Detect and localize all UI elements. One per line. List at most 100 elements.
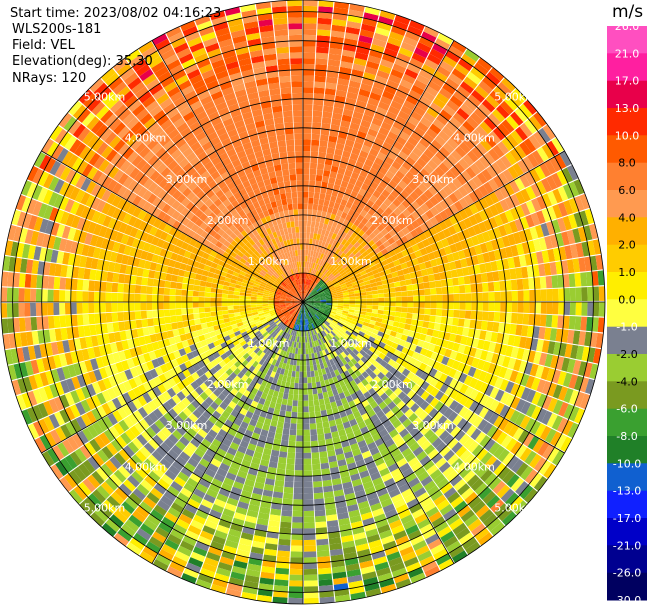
velocity-gate	[283, 493, 293, 500]
velocity-gate	[435, 316, 442, 323]
velocity-gate	[428, 274, 435, 281]
velocity-gate	[465, 293, 471, 301]
velocity-gate	[304, 569, 317, 575]
velocity-gate	[378, 306, 384, 310]
velocity-gate	[146, 294, 152, 302]
velocity-gate	[459, 285, 466, 293]
velocity-gate	[310, 227, 314, 233]
velocity-gate	[304, 476, 313, 482]
velocity-gate	[292, 371, 296, 377]
velocity-gate	[500, 302, 506, 312]
velocity-gate	[541, 289, 547, 301]
velocity-gate	[315, 222, 320, 228]
velocity-gate	[296, 366, 300, 372]
velocity-gate	[310, 365, 314, 371]
velocity-gate	[295, 464, 303, 470]
velocity-gate	[222, 298, 228, 302]
velocity-gate	[317, 29, 331, 36]
velocity-gate	[257, 302, 263, 304]
velocity-gate	[383, 311, 389, 316]
velocity-gate	[384, 302, 390, 306]
velocity-gate	[303, 17, 317, 23]
velocity-gate	[309, 359, 313, 365]
velocity-gate	[288, 598, 303, 604]
velocity-gate	[88, 303, 94, 313]
velocity-gate	[312, 464, 321, 471]
velocity-gate	[378, 289, 384, 294]
velocity-gate	[303, 6, 317, 12]
velocity-gate	[278, 539, 290, 546]
velocity-gate	[405, 318, 412, 324]
velocity-gate	[393, 321, 400, 327]
velocity-gate	[275, 403, 282, 410]
velocity-gate	[338, 298, 344, 300]
velocity-gate	[300, 360, 303, 366]
velocity-gate	[210, 302, 216, 307]
velocity-gate	[304, 435, 311, 441]
velocity-gate	[308, 198, 313, 204]
velocity-gate	[216, 307, 222, 312]
velocity-gate	[303, 157, 310, 163]
velocity-gate	[170, 282, 177, 289]
velocity-gate	[314, 192, 320, 198]
velocity-gate	[175, 309, 181, 316]
velocity-gate	[275, 574, 289, 581]
velocity-gate	[322, 205, 328, 212]
velocity-gate	[303, 52, 315, 58]
velocity-gate	[313, 481, 322, 488]
velocity-gate	[564, 302, 570, 315]
velocity-gate	[53, 303, 59, 315]
velocity-gate	[402, 302, 408, 307]
velocity-gate	[303, 395, 308, 401]
velocity-gate	[312, 215, 317, 221]
velocity-gate	[117, 283, 124, 292]
velocity-gate	[77, 303, 83, 314]
velocity-gate	[233, 302, 239, 305]
velocity-gate	[318, 199, 324, 206]
velocity-gate	[234, 291, 240, 295]
velocity-gate	[390, 297, 396, 302]
velocity-gate	[294, 488, 303, 494]
velocity-gate	[164, 316, 171, 323]
velocity-gate	[239, 299, 245, 302]
velocity-gate	[7, 288, 13, 302]
velocity-gate	[304, 522, 315, 528]
velocity-gate	[171, 275, 178, 282]
velocity-gate	[284, 423, 291, 430]
velocity-gate	[310, 157, 317, 163]
velocity-gate	[551, 275, 558, 288]
velocity-gate	[314, 400, 320, 406]
velocity-gate	[303, 99, 313, 105]
velocity-gate	[100, 292, 106, 302]
velocity-gate	[291, 540, 303, 546]
velocity-gate	[476, 283, 483, 292]
velocity-gate	[303, 58, 315, 64]
velocity-gate	[366, 309, 372, 313]
velocity-gate	[303, 227, 307, 233]
velocity-gate	[430, 288, 436, 295]
velocity-gate	[297, 418, 303, 424]
velocity-gate	[164, 288, 170, 295]
velocity-gate	[390, 302, 396, 307]
velocity-gate	[13, 303, 19, 317]
velocity-gate	[372, 306, 378, 310]
velocity-gate	[303, 232, 306, 238]
velocity-gate	[399, 323, 406, 329]
velocity-gate	[283, 393, 289, 400]
velocity-gate	[430, 309, 436, 316]
velocity-gate	[349, 304, 355, 307]
velocity-gate	[310, 169, 317, 175]
velocity-gate	[488, 282, 495, 292]
velocity-gate	[540, 277, 547, 289]
velocity-gate	[193, 313, 199, 319]
velocity-gate	[83, 280, 90, 291]
velocity-gate	[141, 286, 147, 294]
velocity-gate	[311, 140, 319, 146]
velocity-gate	[303, 360, 306, 366]
velocity-gate	[315, 376, 320, 382]
velocity-gate	[518, 290, 524, 301]
velocity-gate	[158, 303, 164, 310]
velocity-gate	[315, 187, 321, 193]
velocity-gate	[210, 307, 216, 312]
velocity-gate	[59, 303, 65, 315]
